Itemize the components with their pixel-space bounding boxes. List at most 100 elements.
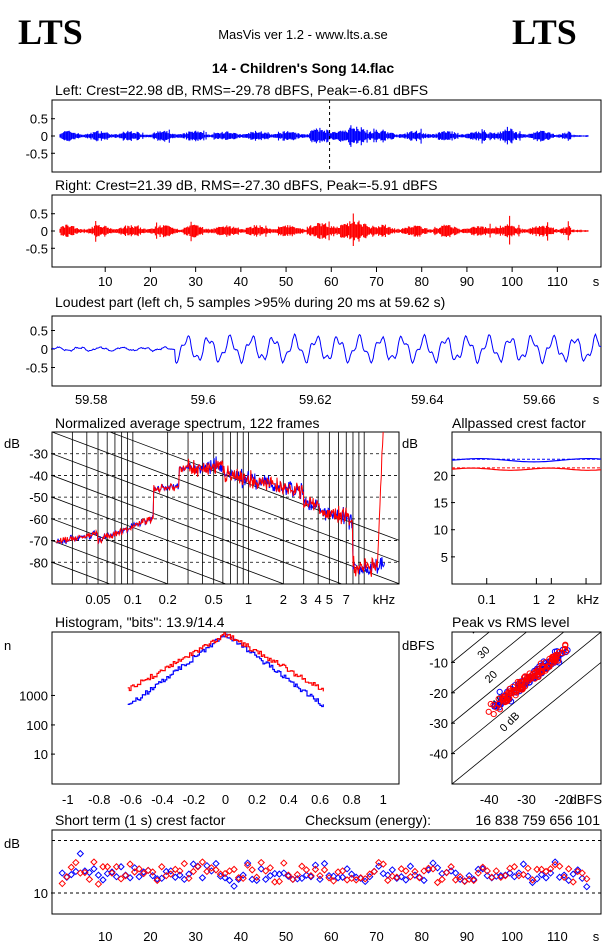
short-term-point-right-36 xyxy=(221,869,229,878)
peak-rms-crest-line-0 xyxy=(452,632,490,663)
short-term-point-left-16 xyxy=(130,864,139,872)
short-term-point-right-25 xyxy=(171,865,180,874)
short-term-point-right-106 xyxy=(537,865,546,874)
short-term-point-left-9 xyxy=(99,876,107,884)
short-term-point-left-56 xyxy=(311,861,320,869)
short-term-point-left-78 xyxy=(411,871,419,879)
short-term-point-right-96 xyxy=(492,867,501,875)
crest-ytick-0: 20 xyxy=(434,468,448,483)
short-term-ytick-0: 10 xyxy=(34,886,48,901)
short-term-point-right-108 xyxy=(546,865,555,873)
short-term-point-left-28 xyxy=(185,870,193,878)
short-term-point-left-64 xyxy=(347,870,356,878)
short-term-point-left-73 xyxy=(388,866,397,874)
short-term-point-right-42 xyxy=(248,866,256,874)
short-term-point-left-31 xyxy=(198,874,207,882)
short-term-point-right-76 xyxy=(402,867,410,875)
peak-rms-point-right-36 xyxy=(509,690,516,697)
peak-rms-point-right-47 xyxy=(512,692,519,699)
peak-rms-point-right-104 xyxy=(545,664,552,671)
short-term-point-left-106 xyxy=(537,870,546,879)
short-term-point-right-19 xyxy=(144,866,152,875)
histogram-xtick-0: -1 xyxy=(62,792,74,807)
loudest-xtick-1: 59.6 xyxy=(191,392,216,407)
loudest-ytick-2: -0.5 xyxy=(26,361,48,376)
short-term-point-right-54 xyxy=(302,866,311,874)
peak-rms-ytick-3: -40 xyxy=(429,747,448,762)
short-term-point-right-56 xyxy=(311,865,320,874)
spectrum-ytick-5: -80 xyxy=(29,555,48,570)
loudest-xtick-4: 59.66 xyxy=(523,392,556,407)
short-term-point-left-55 xyxy=(307,873,315,881)
short-term-point-left-58 xyxy=(320,859,329,868)
short-term-point-right-18 xyxy=(139,869,148,878)
peak-rms-point-right-8 xyxy=(496,706,504,713)
crest-ytick-1: 15 xyxy=(434,496,448,511)
crest-ytick-3: 5 xyxy=(441,550,448,565)
short-term-point-left-65 xyxy=(352,873,360,881)
spectrum-ytick-1: -40 xyxy=(29,468,48,483)
short-term-point-left-3 xyxy=(72,867,80,876)
peak-rms-point-right-81 xyxy=(534,666,541,673)
short-term-point-right-85 xyxy=(442,868,451,877)
short-term-point-right-84 xyxy=(438,875,446,884)
short-term-point-left-99 xyxy=(506,869,514,877)
peak-rms-xtick-1: -30 xyxy=(517,792,536,807)
loudest-ytick-1: 0 xyxy=(41,342,48,357)
histogram-xtick-3: -0.4 xyxy=(151,792,173,807)
peak-rms-point-right-115 xyxy=(553,653,560,661)
spectrum-slope-1 xyxy=(52,432,399,563)
short-term-point-left-8 xyxy=(94,871,103,879)
spectrum-xtick-10: kHz xyxy=(373,592,395,607)
spectrum-xtick-5: 2 xyxy=(280,592,287,607)
short-term-point-right-74 xyxy=(393,873,401,881)
short-term-xtick-0: 10 xyxy=(98,929,112,944)
short-term-point-left-50 xyxy=(284,872,293,880)
short-term-point-right-92 xyxy=(474,869,482,877)
short-term-point-right-95 xyxy=(488,873,496,881)
short-term-point-right-71 xyxy=(379,860,387,868)
short-term-point-right-80 xyxy=(420,867,428,875)
short-term-point-right-109 xyxy=(551,860,559,869)
peak-rms-point-left-4 xyxy=(496,688,503,695)
spectrum-slope-3 xyxy=(52,475,343,584)
spectrum-xtick-0: 0.05 xyxy=(85,592,110,607)
short-term-point-left-101 xyxy=(515,869,523,877)
histogram-ylabel: n xyxy=(4,638,11,653)
short-term-point-left-26 xyxy=(176,871,184,879)
short-term-point-left-102 xyxy=(519,860,528,868)
crest-factor-frame xyxy=(451,431,602,585)
short-term-point-right-77 xyxy=(406,873,415,881)
right-waveform-signal xyxy=(59,213,589,246)
short-term-point-right-66 xyxy=(356,874,365,882)
spectrum-xtick-7: 4 xyxy=(315,592,322,607)
spectrum-slope-5 xyxy=(52,518,228,584)
loudest-xtick-5: s xyxy=(593,392,600,407)
app-version: MasVis ver 1.2 - www.lts.a.se xyxy=(218,27,388,42)
short-term-xtick-4: 50 xyxy=(279,929,293,944)
short-term-point-right-1 xyxy=(63,873,71,881)
spectrum-frame xyxy=(51,431,400,585)
histogram-frame xyxy=(51,631,400,785)
short-term-point-right-43 xyxy=(252,873,261,881)
short-term-xtick-3: 40 xyxy=(234,929,248,944)
loudest-title: Loudest part (left ch, 5 samples >95% du… xyxy=(55,294,445,310)
peak-rms-point-right-72 xyxy=(531,675,538,682)
peak-rms-point-right-22 xyxy=(505,689,512,696)
histogram-xtick-5: 0 xyxy=(222,792,229,807)
short-term-xtick-1: 20 xyxy=(143,929,157,944)
waveform-xtick-11: s xyxy=(593,274,600,289)
short-term-point-left-109 xyxy=(551,858,559,866)
short-term-point-right-34 xyxy=(212,866,220,874)
short-term-point-left-60 xyxy=(329,872,338,880)
short-term-point-right-5 xyxy=(81,868,89,877)
waveform-xtick-9: 100 xyxy=(501,274,523,289)
short-term-point-right-46 xyxy=(266,864,274,872)
peak-rms-point-right-116 xyxy=(552,657,559,664)
short-term-point-right-53 xyxy=(298,862,306,870)
short-term-point-left-114 xyxy=(573,866,582,874)
peak-rms-point-right-102 xyxy=(558,650,566,657)
short-term-point-left-17 xyxy=(135,873,143,881)
short-term-point-left-83 xyxy=(433,864,442,872)
